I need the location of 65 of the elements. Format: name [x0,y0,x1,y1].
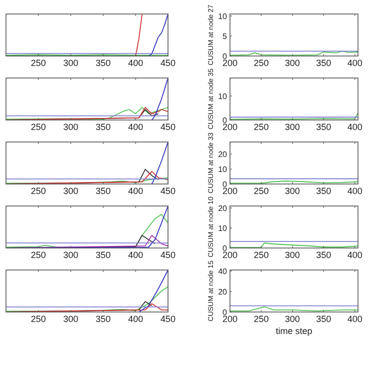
y-tick-label: 10 [218,12,228,21]
x-tick-label: 350 [96,122,111,132]
x-tick-label: 250 [254,186,269,196]
x-tick-label: 200 [222,122,238,132]
x-tick-label: 300 [63,250,78,260]
x-tick-label: 350 [316,58,332,68]
y-tick-label: 0 [222,180,228,189]
x-tick-label: 450 [160,250,176,260]
x-tick-label: 250 [254,250,269,260]
x-tick-label: 250 [30,250,46,260]
y-tick-label: 10 [218,165,228,174]
y-tick-label: 20 [218,204,228,213]
y-tick-label: 0 [222,116,228,125]
x-tick-label: 250 [30,186,46,196]
x-tick-label: 300 [63,186,78,196]
x-tick-label: 300 [63,58,78,68]
y-tick-label: 20 [218,150,228,159]
y-tick-label: 0 [222,308,228,317]
x-tick-label: 400 [347,314,362,324]
y-tick-label: 5 [222,32,228,41]
x-tick-label: 350 [316,314,332,324]
x-tick-label: 400 [128,314,144,324]
x-tick-label: 250 [254,314,269,324]
x-tick-label: 400 [347,186,362,196]
x-tick-label: 450 [160,122,176,132]
y-tick-label: 10 [218,92,228,101]
x-tick-label: 400 [128,186,144,196]
x-tick-label: 300 [63,122,78,132]
x-tick-label: 450 [160,186,176,196]
y-tick-label: 40 [218,267,228,276]
y-tick-label: 0 [222,244,228,253]
x-tick-label: 400 [128,122,144,132]
x-tick-label: 450 [160,314,176,324]
x-tick-label: 300 [63,314,78,324]
x-tick-label: 300 [284,314,300,324]
x-tick-label: 350 [96,314,111,324]
x-tick-label: 450 [160,58,176,68]
x-tick-label: 250 [30,58,46,68]
x-tick-label: 200 [222,58,238,68]
x-tick-label: 300 [284,250,300,260]
x-tick-label: 350 [316,250,332,260]
x-tick-label: 250 [254,58,269,68]
x-tick-label: 400 [128,250,144,260]
x-tick-label: 300 [284,186,300,196]
x-tick-label: 350 [316,122,332,132]
y-tick-label: 20 [218,288,228,297]
x-tick-label: 250 [30,314,46,324]
x-tick-label: 400 [347,58,362,68]
y-tick-label: 0 [222,52,228,61]
x-tick-label: 350 [96,186,111,196]
x-tick-label: 200 [222,186,238,196]
x-axis-title: time step [276,326,312,336]
x-tick-label: 350 [316,186,332,196]
x-tick-label: 250 [30,122,46,132]
y-tick-label: 10 [218,224,228,233]
x-tick-label: 350 [96,250,111,260]
x-tick-label: 400 [347,250,362,260]
x-tick-label: 250 [254,122,269,132]
x-tick-label: 200 [222,250,238,260]
x-tick-label: 300 [284,58,300,68]
x-tick-label: 300 [284,122,300,132]
x-tick-label: 400 [347,122,362,132]
x-tick-label: 200 [222,314,238,324]
x-tick-label: 350 [96,58,111,68]
x-tick-label: 400 [128,58,144,68]
